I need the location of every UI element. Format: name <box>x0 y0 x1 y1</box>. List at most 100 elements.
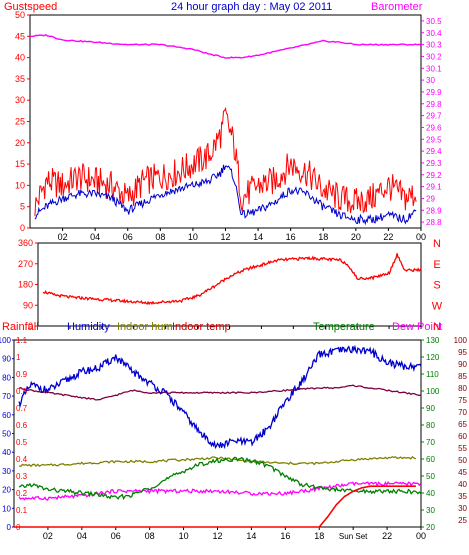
barometer-y-tick-label: 30.3 <box>426 41 442 50</box>
barometer-y-tick-label: 30 <box>426 76 435 85</box>
direction-plot-frame <box>37 242 422 327</box>
rainfall-y-tick-label: 1 <box>16 353 21 362</box>
rainfall-y-tick-label: 0.6 <box>16 421 28 430</box>
rainfall-y-tick-label: 0 <box>16 523 21 532</box>
temperature-y-tick-label: 60 <box>426 455 435 464</box>
humidity-y-tick-label: 60 <box>2 411 11 420</box>
dew-point-y-tick-label: 55 <box>458 444 467 453</box>
indoor-temp-label: Indoor temp <box>172 321 231 333</box>
barometer-y-tick-label: 29 <box>426 194 435 203</box>
wind-x-tick-label: 20 <box>351 232 361 242</box>
wind-x-tick-label: 22 <box>383 232 393 242</box>
dew-point-y-tick-label: 45 <box>458 468 467 477</box>
dew-point-series-line <box>18 480 422 501</box>
rainfall-y-tick-label: 0.8 <box>16 387 28 396</box>
dew-point-label: Dew Point <box>392 321 442 333</box>
humidity-y-tick-label: 90 <box>2 355 11 364</box>
temperature-y-tick-label: 100 <box>426 387 440 396</box>
wind-x-tick-label: 18 <box>318 232 328 242</box>
dew-point-y-tick-label: 60 <box>458 432 467 441</box>
barometer-y-tick-label: 29.9 <box>426 88 442 97</box>
temperature-y-tick-label: 20 <box>426 523 435 532</box>
climate-x-tick-label: 12 <box>212 531 222 541</box>
temperature-y-tick-label: 40 <box>426 489 435 498</box>
humidity-y-tick-label: 20 <box>2 486 11 495</box>
climate-x-tick-label: Sun Set <box>339 532 368 541</box>
barometer-y-tick-label: 29.8 <box>426 100 442 109</box>
wind-x-tick-label: 08 <box>155 232 165 242</box>
humidity-y-tick-label: 40 <box>2 448 11 457</box>
rainfall-y-tick-label: 0.7 <box>16 404 28 413</box>
temperature-y-tick-label: 80 <box>426 421 435 430</box>
dew-point-y-tick-label: 50 <box>458 456 467 465</box>
barometer-y-tick-label: 30.1 <box>426 64 442 73</box>
barometer-y-tick-label: 29.2 <box>426 171 442 180</box>
direction-y-tick-label: 0 <box>28 321 33 331</box>
temperature-y-tick-label: 90 <box>426 404 435 413</box>
wind-x-tick-label: 06 <box>123 232 133 242</box>
wind-x-tick-label: 02 <box>58 232 68 242</box>
humidity-y-tick-label: 0 <box>7 523 12 532</box>
gust-y-tick-label: 35 <box>15 74 25 84</box>
dew-point-y-tick-label: 90 <box>458 360 467 369</box>
gust-y-tick-label: 25 <box>15 117 25 127</box>
barometer-y-tick-label: 29.1 <box>426 183 442 192</box>
humidity-y-tick-label: 70 <box>2 392 11 401</box>
gust-y-tick-label: 0 <box>20 223 25 233</box>
barometer-y-tick-label: 30.4 <box>426 29 442 38</box>
barometer-y-tick-label: 30.5 <box>426 17 442 26</box>
dew-point-y-tick-label: 70 <box>458 408 467 417</box>
direction-y-tick-label: 360 <box>18 238 33 248</box>
indoor-hum-label: Indoor hum <box>117 321 173 333</box>
dew-point-y-tick-label: 25 <box>458 516 467 525</box>
wind-x-tick-label: 16 <box>286 232 296 242</box>
temperature-y-tick-label: 120 <box>426 353 440 362</box>
temperature-y-tick-label: 130 <box>426 336 440 345</box>
dew-point-y-tick-label: 80 <box>458 384 467 393</box>
barometer-y-tick-label: 29.6 <box>426 123 442 132</box>
chart-grid-layer <box>12 14 424 530</box>
rainfall-y-tick-label: 0.1 <box>16 506 28 515</box>
climate-x-tick-label: 10 <box>179 531 189 541</box>
wind-x-tick-label: 00 <box>416 232 426 242</box>
dew-point-y-tick-label: 40 <box>458 480 467 489</box>
temperature-y-tick-label: 30 <box>426 506 435 515</box>
dew-point-y-tick-label: 35 <box>458 492 467 501</box>
temperature-y-tick-label: 110 <box>426 370 439 379</box>
temperature-label: Temperature <box>313 321 375 333</box>
wind-x-tick-label: 12 <box>220 232 230 242</box>
barometer-y-tick-label: 28.9 <box>426 206 442 215</box>
wind-x-tick-label: 10 <box>188 232 198 242</box>
wind-direction-series-line <box>42 253 422 306</box>
barometer-y-tick-label: 29.7 <box>426 112 442 121</box>
dew-point-y-tick-label: 30 <box>458 504 467 513</box>
climate-x-tick-label: 04 <box>77 531 87 541</box>
barometer-y-tick-label: 28.8 <box>426 218 442 227</box>
rainfall-label: Rainfall <box>2 321 39 333</box>
dew-point-y-tick-label: 85 <box>458 372 467 381</box>
gust-y-tick-label: 10 <box>15 180 25 190</box>
rainfall-y-tick-label: 1.1 <box>16 336 28 345</box>
dew-point-y-tick-label: 100 <box>454 336 468 345</box>
direction-y-tick-label: 270 <box>18 259 33 269</box>
climate-plot-frame <box>13 339 422 528</box>
barometer-y-tick-label: 29.4 <box>426 147 442 156</box>
compass-point-label: N <box>433 238 441 250</box>
climate-x-tick-label: 22 <box>382 531 392 541</box>
climate-x-tick-label: 16 <box>280 531 290 541</box>
chart-title: 24 hour graph day : May 02 2011 <box>171 1 332 13</box>
humidity-y-tick-label: 30 <box>2 467 11 476</box>
windspeed-series-line <box>34 164 417 226</box>
humidity-y-tick-label: 80 <box>2 373 11 382</box>
dew-point-y-tick-label: 75 <box>458 396 467 405</box>
compass-point-label: E <box>433 259 440 271</box>
climate-x-tick-label: 06 <box>111 531 121 541</box>
dew-point-y-tick-label: 65 <box>458 420 467 429</box>
climate-x-tick-label: 08 <box>145 531 155 541</box>
rainfall-y-tick-label: 0.5 <box>16 438 28 447</box>
barometer-y-tick-label: 30.2 <box>426 52 442 61</box>
gust-y-tick-label: 30 <box>15 95 25 105</box>
rainfall-y-tick-label: 0.4 <box>16 455 28 464</box>
humidity-label: Humidity <box>67 321 110 333</box>
